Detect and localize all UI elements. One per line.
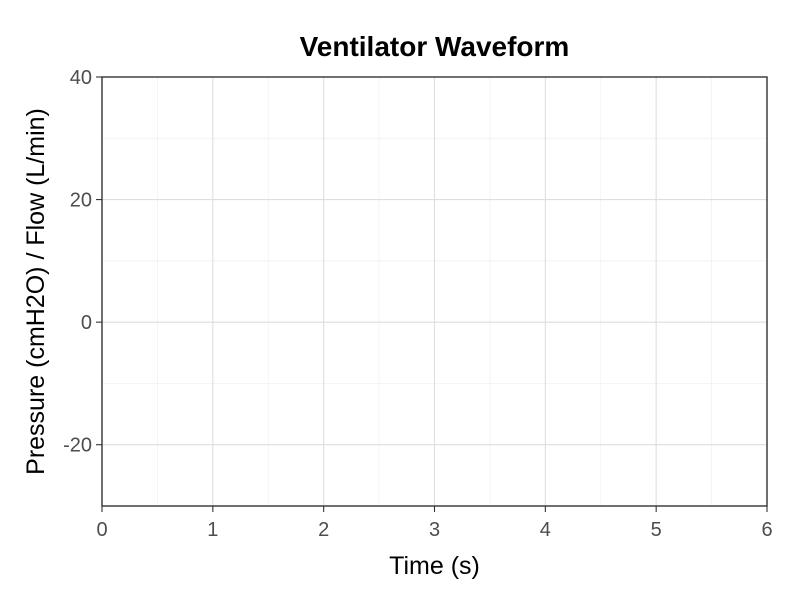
x-tick-label: 4 xyxy=(540,519,551,541)
y-tick-label: 20 xyxy=(70,190,92,212)
x-tick-label: 3 xyxy=(429,519,440,541)
axis-ticks: 0 1 2 3 4 5 6 -20 0 20 40 xyxy=(63,67,772,541)
y-tick-label: 0 xyxy=(81,312,92,334)
grid xyxy=(101,76,768,506)
x-tick-label: 2 xyxy=(318,519,329,541)
x-tick-label: 5 xyxy=(651,519,662,541)
y-tick-label: 40 xyxy=(70,67,92,89)
x-tick-label: 0 xyxy=(96,519,107,541)
x-tick-label: 1 xyxy=(207,519,218,541)
x-tick-label: 6 xyxy=(761,519,772,541)
y-tick-label: -20 xyxy=(63,435,92,457)
chart-title: Ventilator Waveform xyxy=(300,31,570,62)
y-axis-label: Pressure (cmH2O) / Flow (L/min) xyxy=(22,108,50,475)
x-axis-label: Time (s) xyxy=(389,552,480,580)
